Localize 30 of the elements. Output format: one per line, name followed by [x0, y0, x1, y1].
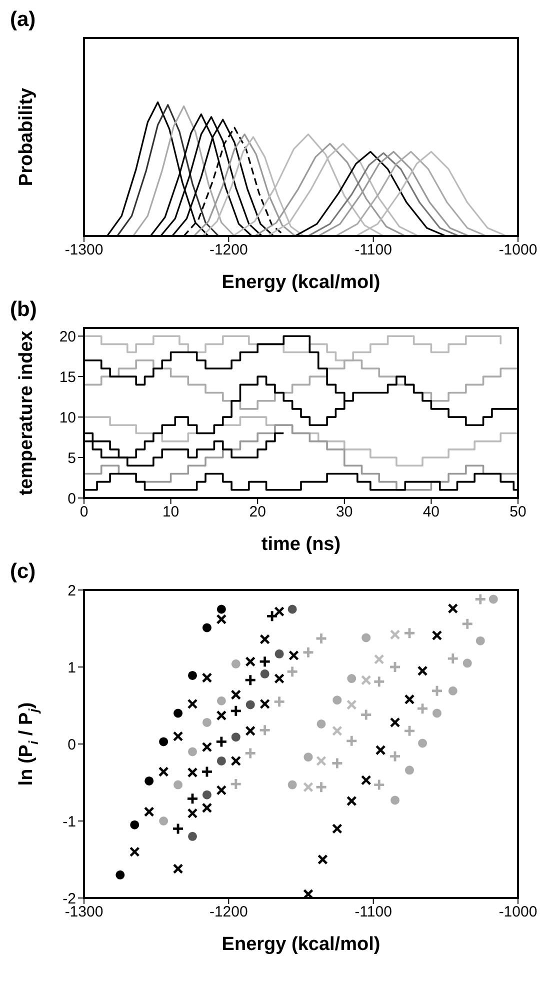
- x-tick-label: -1100: [354, 242, 392, 259]
- chart-title: (a): [10, 8, 36, 32]
- x-tick-label: -1200: [209, 242, 248, 259]
- x-tick-label: 10: [162, 504, 180, 521]
- y-tick-label: 20: [59, 328, 76, 346]
- chart-title: (c): [10, 560, 36, 584]
- x-tick-label: 0: [80, 504, 88, 521]
- y-tick-label: 10: [59, 409, 76, 426]
- y-tick-label: -1: [62, 813, 76, 830]
- y-tick-label: 0: [68, 490, 76, 508]
- x-tick-label: -1200: [209, 904, 248, 921]
- x-axis-title: time (ns): [261, 534, 341, 555]
- y-tick-label: 0: [68, 736, 76, 754]
- x-tick-label: 50: [510, 504, 526, 521]
- y-tick-label: 15: [59, 368, 76, 386]
- x-tick-label: 20: [249, 504, 266, 521]
- x-axis-title: Energy (kcal/mol): [222, 934, 380, 955]
- x-tick-label: -1300: [64, 242, 104, 259]
- y-tick-label: 5: [68, 450, 76, 467]
- x-tick-label: -1000: [498, 904, 538, 921]
- y-axis-title: Probability: [16, 87, 36, 186]
- chart-title: (b): [10, 298, 37, 322]
- x-tick-label: 40: [422, 504, 440, 521]
- x-tick-label: -1100: [354, 904, 392, 921]
- y-tick-label: 2: [68, 582, 76, 600]
- y-axis-title: temperature index: [16, 330, 36, 496]
- x-tick-label: -1000: [498, 242, 538, 259]
- x-tick-label: 30: [336, 504, 353, 521]
- x-axis-title: Energy (kcal/mol): [222, 272, 380, 293]
- y-tick-label: 1: [68, 659, 76, 676]
